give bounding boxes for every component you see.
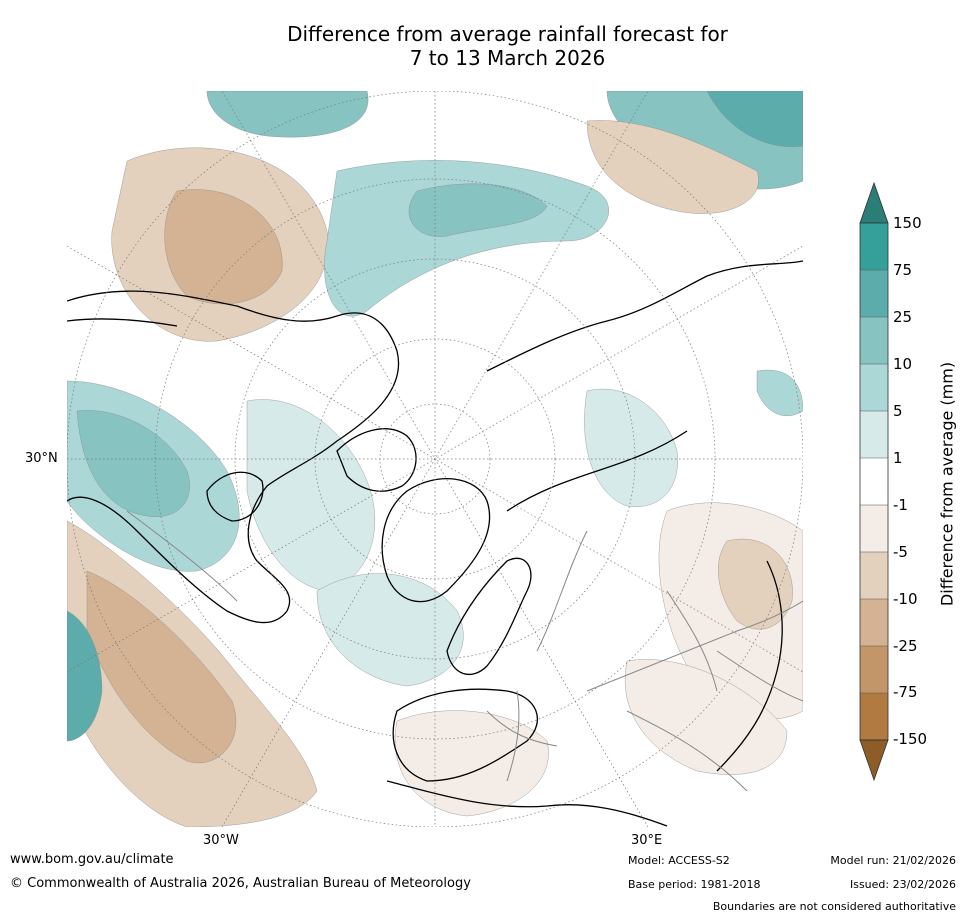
country-borders [126, 510, 803, 792]
dry-region-asia-core [718, 538, 793, 630]
colorbar [859, 181, 889, 782]
colorbar-band-m75-m150 [860, 693, 888, 740]
colorbar-band-1-5 [860, 411, 888, 458]
wet-region-top-left [206, 91, 369, 138]
colorbar-tick: -5 [893, 543, 908, 561]
colorbar-band-m5-m10 [860, 552, 888, 599]
colorbar-band-25-75 [860, 270, 888, 317]
colorbar-tick: -75 [893, 683, 918, 701]
colorbar-tick: 25 [893, 308, 913, 326]
coast-pacific-asia [716, 560, 783, 772]
colorbar-band-5-10 [860, 364, 888, 411]
title-line-1: Difference from average rainfall forecas… [287, 22, 728, 46]
wet-band-north-core [408, 183, 548, 237]
footer-url[interactable]: www.bom.gov.au/climate [10, 852, 174, 867]
colorbar-tick: 75 [893, 261, 913, 279]
dry-region-nw-core [164, 189, 283, 305]
footer-copyright: © Commonwealth of Australia 2026, Austra… [10, 876, 471, 891]
title-line-2: 7 to 13 March 2026 [409, 46, 606, 70]
coast-canada-archipelago [336, 428, 417, 492]
coast-russia-north [506, 430, 688, 512]
colorbar-extend-bottom [859, 739, 889, 782]
polar-map[interactable] [67, 91, 803, 827]
dry-region-ne [586, 120, 759, 214]
coast-siberia-arctic [486, 260, 803, 372]
border-canada-us [126, 510, 238, 602]
coastlines [67, 260, 803, 827]
wet-region-west-core [76, 410, 190, 517]
coast-north-america [67, 290, 400, 624]
colorbar-title: Difference from average (mm) [937, 361, 957, 607]
border-europe-2 [506, 690, 520, 782]
colorbar-tick: 150 [893, 214, 922, 232]
footer-disclaimer: Boundaries are not considered authoritat… [712, 900, 956, 913]
wet-region-siberia [584, 388, 678, 507]
lat-label-30n: 30°N [25, 451, 58, 466]
wet-region-top-right-core [706, 91, 803, 147]
border-asia-2 [666, 590, 718, 692]
border-china [716, 650, 803, 702]
coast-alaska [67, 318, 178, 327]
dry-region-pacific-core [86, 570, 237, 763]
border-asia-1 [626, 710, 748, 792]
colorbar-band-10-25 [860, 317, 888, 364]
coast-scandinavia [446, 557, 532, 675]
anomaly-shading [67, 91, 803, 827]
map-canvas [67, 91, 803, 827]
colorbar-tick: -1 [893, 496, 908, 514]
footer-model: Model: ACCESS-S2 [628, 854, 730, 867]
lon-label-30w: 30°W [203, 833, 239, 848]
colorbar-band-m1-m5 [860, 505, 888, 552]
coast-mediterranean [386, 780, 668, 827]
wet-spot-east [756, 369, 803, 417]
colorbar-tick: 1 [893, 449, 903, 467]
wet-region-canada [246, 399, 375, 592]
colorbar-tick: -25 [893, 637, 918, 655]
footer-model-run: Model run: 21/02/2026 [830, 854, 956, 867]
colorbar-tick: -10 [893, 590, 918, 608]
border-russia-west [536, 530, 588, 652]
colorbar-extend-top [859, 181, 889, 224]
colorbar-tick: -150 [893, 730, 928, 748]
colorbar-band-m10-m25 [860, 599, 888, 646]
colorbar-tick: 5 [893, 402, 903, 420]
footer-base-period: Base period: 1981-2018 [628, 878, 761, 891]
coast-greenland [381, 478, 491, 603]
border-russia-south [586, 600, 803, 692]
footer-issued: Issued: 23/02/2026 [849, 878, 956, 891]
lon-label-30e: 30°E [631, 833, 663, 848]
graticule [67, 91, 803, 827]
dry-region-europe [394, 710, 549, 817]
coast-europe [392, 688, 538, 782]
colorbar-band-m25-m75 [860, 646, 888, 693]
wet-region-greenland-south [316, 573, 464, 687]
wet-region-sw-edge [67, 610, 103, 742]
colorbar-band-75-150 [860, 223, 888, 270]
colorbar-band-neutral [860, 458, 888, 505]
map-title: Difference from average rainfall forecas… [200, 22, 815, 70]
coast-hudson-bay [206, 471, 264, 522]
colorbar-tick: 10 [893, 355, 913, 373]
